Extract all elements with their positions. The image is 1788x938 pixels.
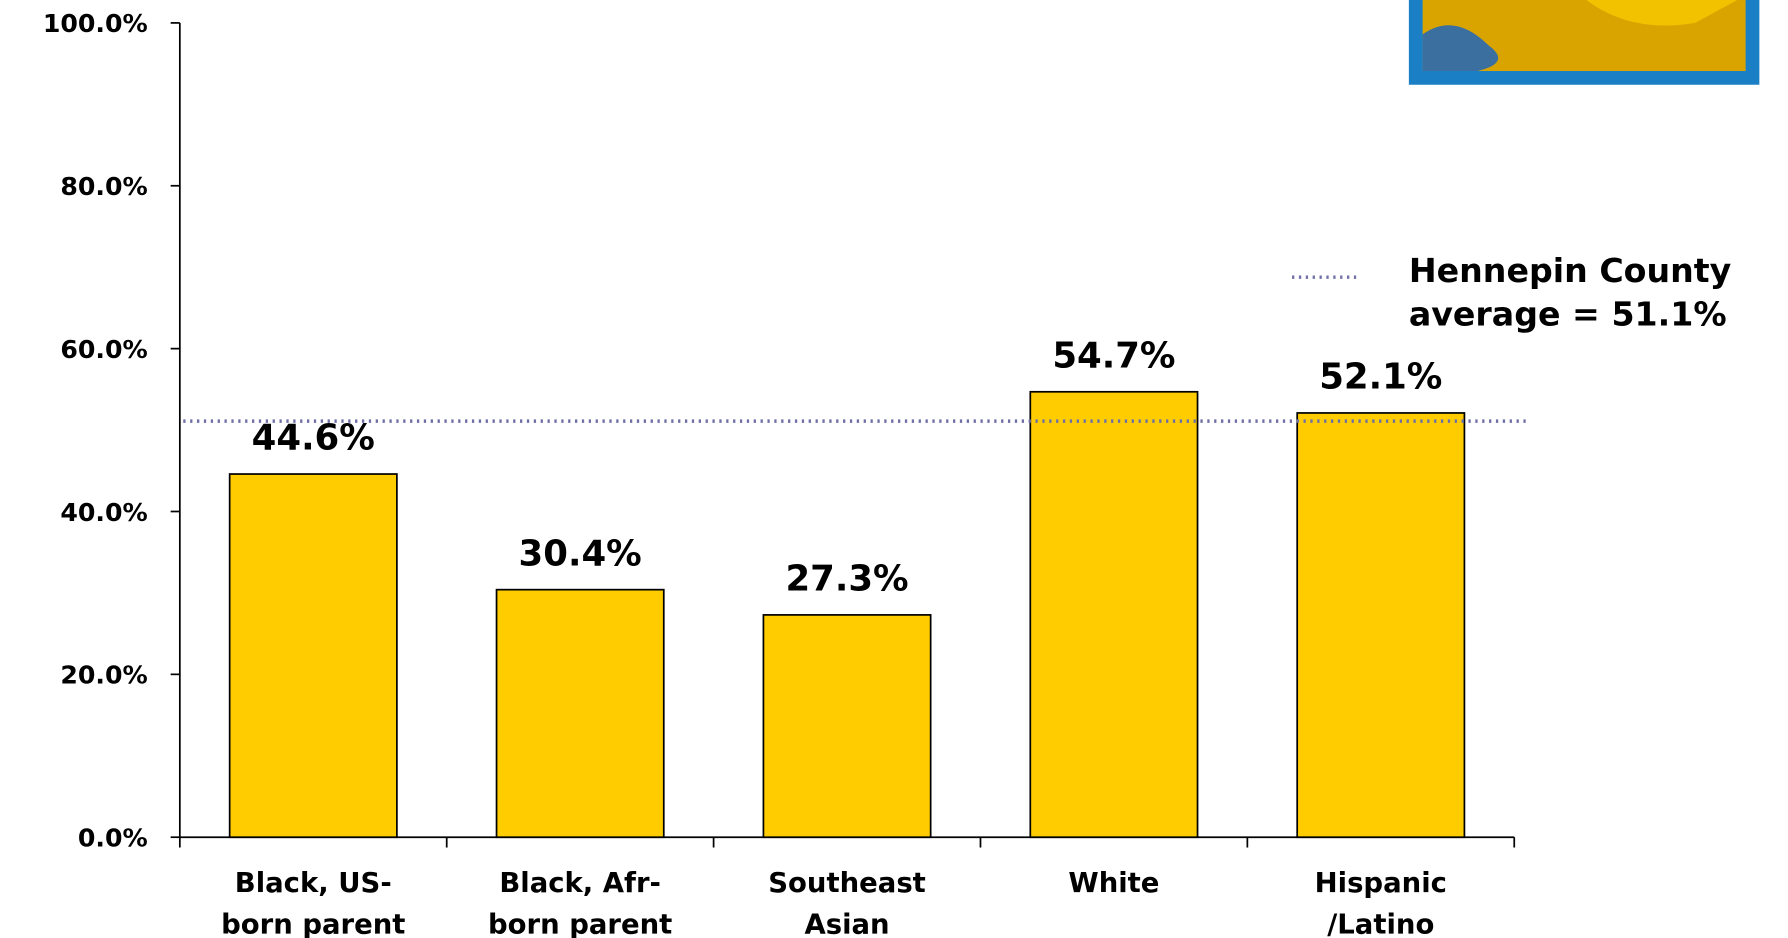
y-tick-label: 80.0% bbox=[60, 172, 147, 201]
value-label: 54.7% bbox=[1052, 335, 1175, 376]
x-tick-label: /Latino bbox=[1327, 908, 1434, 938]
y-tick-label: 40.0% bbox=[60, 498, 147, 527]
photo bbox=[1408, 0, 1760, 85]
x-tick-label: Black, Afr- bbox=[499, 867, 661, 899]
bar bbox=[762, 614, 932, 839]
x-tick-label: Asian bbox=[804, 908, 889, 938]
value-label: 44.6% bbox=[252, 418, 375, 459]
x-tick-label: born parent bbox=[221, 908, 405, 938]
x-tick-label: White bbox=[1068, 867, 1159, 899]
y-tick-label: 100.0% bbox=[43, 9, 148, 38]
y-tick-label: 20.0% bbox=[60, 661, 147, 690]
bar bbox=[228, 473, 398, 839]
x-tick-label: Black, US- bbox=[235, 867, 392, 899]
y-tick-label: 0.0% bbox=[78, 824, 148, 853]
value-label: 27.3% bbox=[785, 559, 908, 600]
x-tick-label: born parent bbox=[488, 908, 672, 938]
bar bbox=[495, 588, 665, 839]
x-tick-label: Southeast bbox=[768, 867, 926, 899]
bar bbox=[1029, 390, 1199, 839]
value-label: 52.1% bbox=[1319, 357, 1442, 398]
legend-label: Hennepin County bbox=[1409, 251, 1732, 290]
x-tick-label: Hispanic bbox=[1315, 867, 1447, 899]
legend-label: average = 51.1% bbox=[1409, 295, 1727, 334]
y-tick-label: 60.0% bbox=[60, 335, 147, 364]
value-label: 30.4% bbox=[519, 533, 642, 574]
bar bbox=[1296, 412, 1466, 839]
